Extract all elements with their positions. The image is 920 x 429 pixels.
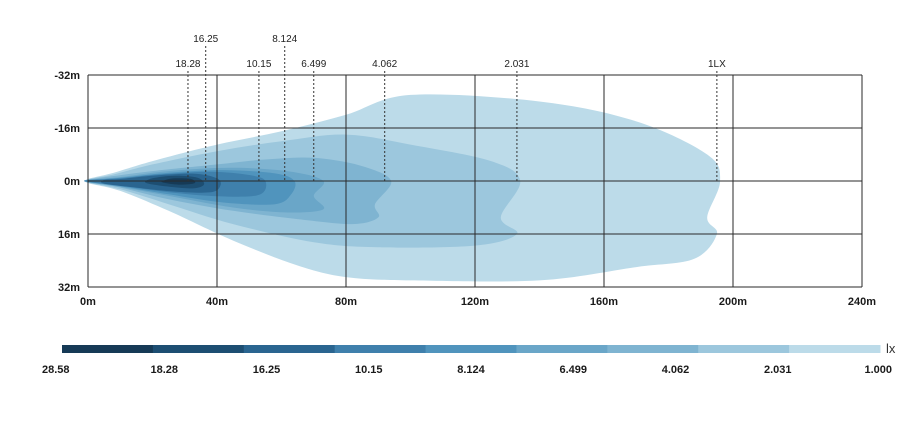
color-scale-label: 6.499	[559, 364, 587, 376]
color-scale-label: 8.124	[457, 364, 485, 376]
x-tick-label: 0m	[80, 296, 96, 308]
color-scale-swatch	[789, 345, 881, 353]
marker-label: 2.031	[504, 59, 529, 70]
x-tick-label: 40m	[206, 296, 228, 308]
x-tick-label: 80m	[335, 296, 357, 308]
color-scale-swatch	[62, 345, 154, 353]
color-scale-bar: 28.58 18.28 16.25 10.15 8.124 6.499 4.062 2.031…	[42, 345, 892, 376]
marker-label: 8.124	[272, 34, 297, 45]
y-tick-label: -16m	[54, 123, 80, 135]
marker-label: 16.25	[193, 34, 218, 45]
color-scale-swatch	[607, 345, 699, 353]
color-scale-label: 18.28	[150, 364, 178, 376]
color-scale-label: 10.15	[355, 364, 383, 376]
x-tick-label: 120m	[461, 296, 489, 308]
x-tick-label: 200m	[719, 296, 747, 308]
color-scale-label: 2.031	[764, 364, 792, 376]
color-scale-label: 16.25	[253, 364, 281, 376]
color-scale-label: 28.58	[42, 364, 70, 376]
marker-label: 1LX	[708, 59, 726, 70]
lux-markers: 18.28 16.25 10.15 8.124 6.499 4.062 2.031 1LX	[175, 34, 726, 181]
color-scale-swatch	[152, 345, 245, 353]
color-scale-swatch	[334, 345, 427, 353]
color-scale-swatch	[516, 345, 608, 353]
isolux-contours	[83, 94, 721, 282]
y-tick-label: -32m	[54, 70, 80, 82]
marker-label: 18.28	[175, 59, 200, 70]
x-axis-ticks: 0m 40m 80m 120m 160m 200m 240m	[80, 296, 876, 308]
color-scale-swatch	[243, 345, 336, 353]
x-tick-label: 240m	[848, 296, 876, 308]
color-scale-swatch	[698, 345, 790, 353]
color-scale-label: 4.062	[662, 364, 690, 376]
marker-label: 4.062	[372, 59, 397, 70]
marker-label: 6.499	[301, 59, 326, 70]
y-tick-label: 32m	[58, 282, 80, 294]
color-scale-label: 1.000	[864, 364, 892, 376]
color-scale-swatch	[425, 345, 517, 353]
chart-grid	[87, 74, 863, 288]
color-scale-unit: lx	[886, 341, 896, 356]
y-tick-label: 0m	[64, 176, 80, 188]
y-axis-ticks: -32m -16m 0m 16m 32m	[54, 70, 80, 294]
x-tick-label: 160m	[590, 296, 618, 308]
y-tick-label: 16m	[58, 229, 80, 241]
marker-label: 10.15	[246, 59, 271, 70]
